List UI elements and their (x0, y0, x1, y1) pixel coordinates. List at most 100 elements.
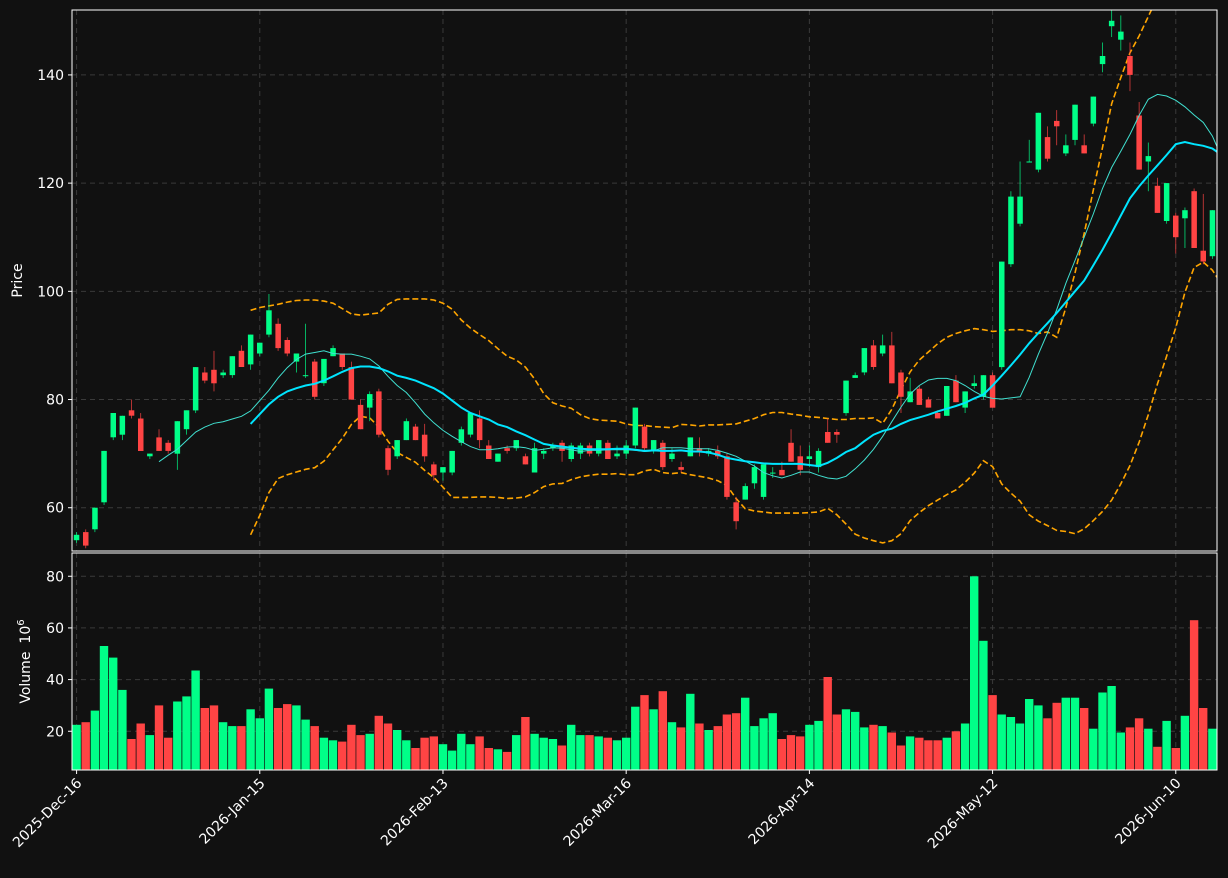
candle-up (467, 413, 474, 435)
volume-bar (896, 745, 906, 770)
volume-bar (328, 740, 338, 770)
candle-up (751, 467, 758, 484)
candle-up (1017, 196, 1023, 224)
volume-bar (704, 730, 713, 770)
candle-up (843, 380, 849, 414)
candle-down (504, 448, 510, 451)
volume-bar (942, 737, 951, 770)
volume-bar (878, 726, 887, 770)
candle-up (1145, 156, 1152, 162)
candle-down (660, 442, 666, 468)
volume-bar (841, 709, 851, 770)
candle-down (486, 445, 492, 459)
candle-up (980, 375, 987, 397)
price-y-tick-label: 100 (37, 284, 64, 300)
volume-bar (1180, 715, 1190, 771)
candle-down (733, 502, 739, 522)
volume-bar (164, 737, 173, 770)
candle-up (513, 440, 519, 449)
volume-bar (99, 646, 109, 770)
candle-down (284, 340, 290, 354)
volume-bar (1061, 697, 1070, 770)
volume-bar (218, 722, 228, 770)
volume-bar (530, 733, 539, 770)
volume-bar (191, 670, 200, 770)
candle-up (247, 334, 254, 365)
candle-up (596, 440, 602, 454)
candle-up (73, 534, 80, 541)
volume-bar (851, 711, 860, 770)
candle-up (815, 450, 822, 468)
candle-down (870, 345, 877, 367)
volume-bar (1171, 748, 1180, 770)
volume-bar (283, 704, 292, 770)
candle-up (550, 445, 556, 449)
volume-bar (127, 739, 136, 770)
candle-down (953, 380, 959, 403)
candle-down (138, 418, 144, 451)
volume-bar (1134, 718, 1144, 770)
volume-bar (731, 713, 741, 770)
volume-bar (182, 696, 191, 770)
price-panel-frame (71, 9, 1218, 552)
candle-down (825, 432, 831, 443)
volume-y-tick-label: 20 (46, 724, 64, 740)
volume-bar (786, 735, 796, 770)
volume-bar (393, 730, 402, 770)
price-y-tick-label: 80 (46, 393, 64, 409)
volume-bar (347, 724, 356, 770)
candle-up (458, 429, 465, 443)
volume-bar (594, 736, 603, 770)
candle-down (339, 353, 345, 367)
volume-bar (713, 726, 722, 770)
candle-down (165, 442, 171, 451)
volume-bar (1080, 708, 1089, 770)
candle-down (1136, 115, 1142, 170)
volume-bar (255, 718, 264, 770)
volume-bar (622, 737, 631, 770)
fast-moving-average-line (158, 93, 1217, 480)
candle-up (449, 450, 455, 473)
volume-bar (905, 736, 915, 770)
volume-bar (228, 726, 237, 770)
volume-axis-label-text: Volume (18, 652, 34, 704)
volume-bar (997, 714, 1006, 770)
candle-up (1182, 210, 1188, 219)
volume-bar (640, 695, 649, 770)
volume-bar (1189, 620, 1199, 770)
candle-down (128, 410, 135, 416)
candle-down (376, 391, 382, 435)
candle-up (907, 391, 913, 403)
volume-bar (420, 737, 429, 770)
volume-bar (521, 717, 530, 770)
volume-bar (603, 737, 612, 770)
volume-bar (81, 722, 90, 770)
candle-up (687, 437, 694, 457)
candle-up (806, 456, 813, 459)
volume-bar (649, 709, 658, 770)
candle-down (934, 413, 941, 419)
volume-bar (136, 723, 145, 770)
volume-bar (493, 749, 503, 770)
volume-bar (1098, 692, 1107, 770)
candle-up (257, 342, 263, 354)
volume-axis-exponent-base: 10 (18, 626, 34, 644)
candle-down (834, 432, 840, 435)
volume-bar (585, 735, 594, 770)
moving-averages (158, 93, 1217, 480)
candle-down (385, 448, 391, 470)
volume-bar (154, 705, 164, 770)
candle-up (760, 464, 767, 497)
candle-down (641, 426, 648, 449)
candle-up (293, 353, 300, 362)
candle-down (348, 367, 355, 400)
volume-bar (979, 640, 988, 770)
volume-bar (466, 744, 475, 770)
volume-bar (539, 737, 548, 770)
candle-down (696, 448, 703, 451)
candle-up (321, 358, 327, 384)
volume-y-tick-label: 60 (46, 621, 64, 637)
volume-bar (109, 657, 118, 770)
volume-bar (722, 714, 732, 770)
volume-bar (915, 737, 924, 770)
